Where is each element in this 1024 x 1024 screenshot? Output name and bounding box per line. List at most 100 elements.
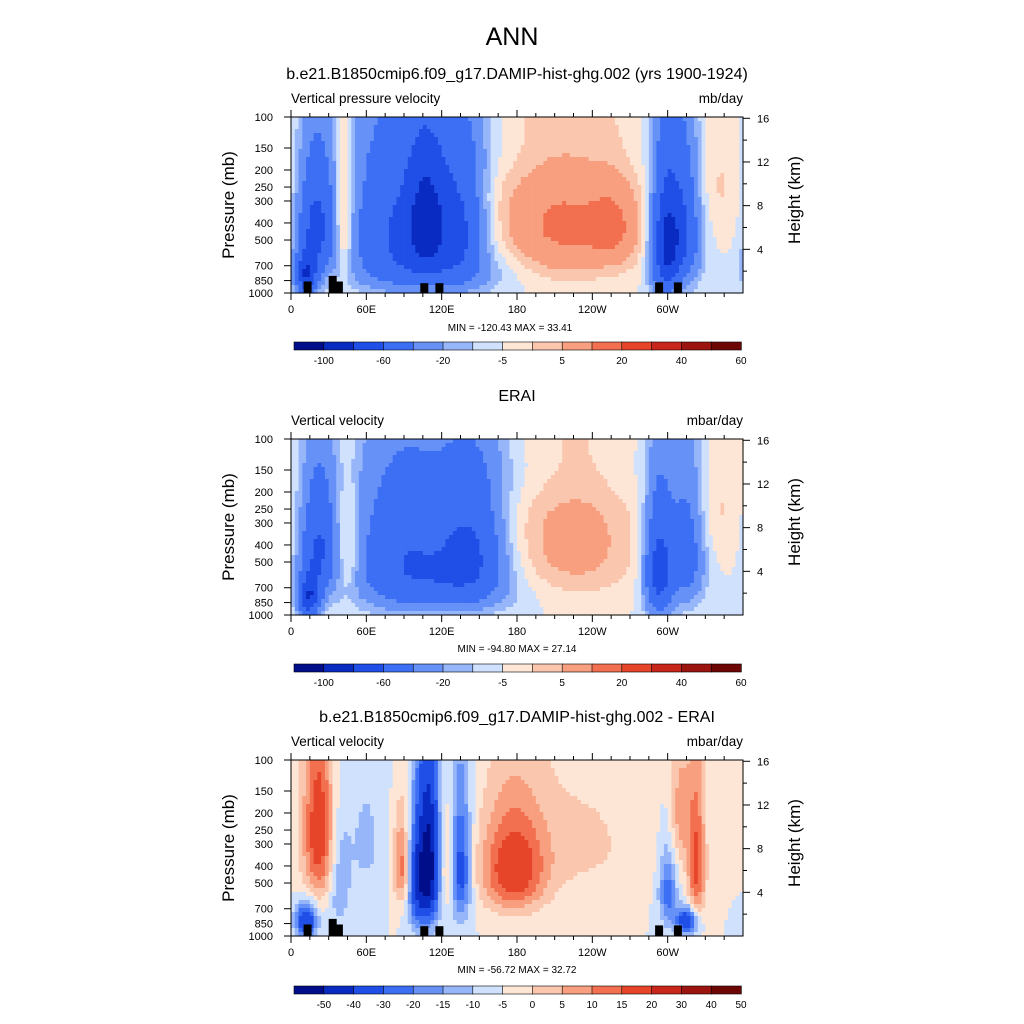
field-cell bbox=[739, 177, 744, 182]
field-cell bbox=[313, 181, 318, 186]
field-cell bbox=[690, 157, 695, 162]
field-cell bbox=[656, 125, 661, 130]
field-cell bbox=[637, 173, 642, 178]
field-cell bbox=[370, 261, 375, 266]
field-cell bbox=[434, 269, 439, 274]
field-cell bbox=[637, 245, 642, 250]
field-cell bbox=[332, 145, 337, 150]
field-cell bbox=[479, 209, 484, 214]
field-cell bbox=[370, 161, 375, 166]
field-cell bbox=[332, 257, 337, 262]
field-cell bbox=[565, 173, 571, 178]
field-cell bbox=[306, 165, 311, 170]
field-cell bbox=[494, 269, 499, 274]
field-cell bbox=[302, 169, 307, 174]
field-cell bbox=[501, 269, 507, 274]
field-cell bbox=[468, 185, 473, 190]
field-cell bbox=[347, 257, 352, 262]
field-cell bbox=[339, 173, 345, 178]
field-cell bbox=[735, 117, 740, 122]
field-cell bbox=[370, 149, 375, 154]
field-cell bbox=[671, 269, 676, 274]
field-cell bbox=[562, 241, 567, 246]
field-cell bbox=[735, 209, 740, 214]
field-cell bbox=[400, 277, 405, 282]
field-cell bbox=[302, 137, 307, 142]
field-cell bbox=[377, 173, 382, 178]
field-cell bbox=[524, 261, 529, 266]
field-cell bbox=[460, 173, 465, 178]
field-cell bbox=[505, 141, 511, 146]
field-cell bbox=[351, 153, 356, 158]
field-cell bbox=[355, 201, 360, 206]
field-cell bbox=[332, 193, 337, 198]
field-cell bbox=[550, 265, 556, 270]
field-cell bbox=[611, 261, 616, 266]
field-cell bbox=[313, 277, 318, 282]
field-cell bbox=[373, 245, 379, 250]
field-cell bbox=[535, 221, 541, 226]
field-cell bbox=[317, 177, 322, 182]
field-cell bbox=[392, 257, 398, 262]
field-cell bbox=[291, 117, 296, 122]
field-cell bbox=[565, 201, 571, 206]
field-cell bbox=[396, 209, 401, 214]
field-cell bbox=[321, 213, 326, 218]
field-cell bbox=[524, 213, 529, 218]
field-cell bbox=[682, 129, 688, 134]
field-cell bbox=[498, 161, 503, 166]
field-cell bbox=[705, 145, 710, 150]
field-cell bbox=[494, 241, 499, 246]
field-cell bbox=[464, 165, 469, 170]
field-cell bbox=[588, 161, 593, 166]
field-cell bbox=[675, 137, 680, 142]
field-cell bbox=[404, 173, 409, 178]
field-cell bbox=[720, 261, 725, 266]
field-cell bbox=[539, 201, 544, 206]
field-cell bbox=[445, 277, 450, 282]
field-cell bbox=[588, 173, 593, 178]
field-cell bbox=[362, 165, 367, 170]
field-cell bbox=[565, 213, 571, 218]
field-cell bbox=[641, 257, 646, 262]
field-cell bbox=[343, 181, 349, 186]
field-cell bbox=[479, 273, 484, 278]
field-cell bbox=[562, 277, 567, 282]
field-cell bbox=[614, 145, 620, 150]
field-cell bbox=[626, 201, 631, 206]
field-cell bbox=[324, 273, 330, 278]
field-cell bbox=[328, 185, 334, 190]
field-cell bbox=[603, 205, 608, 210]
field-cell bbox=[633, 233, 639, 238]
field-cell bbox=[724, 277, 729, 282]
field-cell bbox=[306, 153, 311, 158]
field-cell bbox=[607, 273, 612, 278]
field-cell bbox=[388, 181, 394, 186]
field-cell bbox=[498, 221, 503, 226]
field-cell bbox=[388, 253, 394, 258]
field-cell bbox=[377, 153, 382, 158]
field-cell bbox=[498, 273, 503, 278]
field-cell bbox=[603, 133, 608, 138]
field-cell bbox=[434, 189, 439, 194]
field-cell bbox=[694, 177, 699, 182]
field-cell bbox=[690, 225, 695, 230]
field-cell bbox=[298, 185, 303, 190]
field-cell bbox=[724, 193, 729, 198]
field-cell bbox=[554, 217, 560, 222]
field-cell bbox=[445, 281, 450, 286]
field-cell bbox=[637, 129, 642, 134]
field-cell bbox=[366, 193, 371, 198]
field-cell bbox=[656, 233, 661, 238]
field-cell bbox=[565, 181, 571, 186]
field-cell bbox=[381, 189, 386, 194]
field-cell bbox=[336, 161, 341, 166]
field-cell bbox=[648, 165, 654, 170]
field-cell bbox=[712, 273, 718, 278]
field-cell bbox=[569, 125, 575, 130]
field-cell bbox=[663, 241, 669, 246]
field-cell bbox=[464, 185, 469, 190]
field-cell bbox=[317, 145, 322, 150]
field-cell bbox=[373, 277, 379, 282]
field-cell bbox=[554, 257, 560, 262]
